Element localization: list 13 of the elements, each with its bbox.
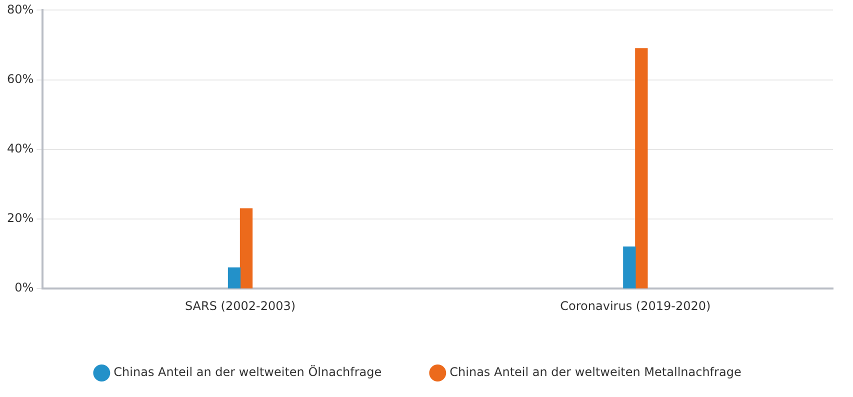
bar (635, 48, 648, 288)
y-tick-label: 20% (7, 211, 34, 226)
x-tick-label: SARS (2002-2003) (184, 298, 296, 313)
y-tick-label: 40% (7, 142, 34, 156)
bar (228, 267, 241, 288)
bar (240, 208, 253, 288)
x-tick-label: Coronavirus (2019-2020) (560, 298, 711, 313)
y-tick-label: 0% (14, 280, 34, 295)
y-tick-label: 80% (7, 2, 34, 16)
legend-label: Chinas Anteil an der weltweiten Metallnachfrage (450, 365, 742, 380)
bar (623, 246, 636, 288)
legend-label: Chinas Anteil an der weltweiten Ölnachfrage (114, 365, 382, 380)
y-tick-label: 60% (7, 72, 34, 86)
